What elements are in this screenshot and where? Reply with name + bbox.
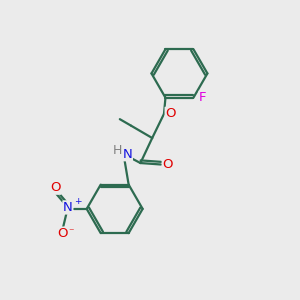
- Text: N: N: [123, 148, 132, 161]
- Text: H: H: [113, 144, 122, 157]
- Text: O: O: [165, 107, 176, 120]
- Text: N: N: [63, 201, 73, 214]
- Text: O: O: [57, 227, 68, 240]
- Text: ⁻: ⁻: [68, 227, 74, 237]
- Text: +: +: [74, 196, 81, 206]
- Text: O: O: [162, 158, 173, 171]
- Text: O: O: [50, 181, 61, 194]
- Text: F: F: [199, 91, 207, 104]
